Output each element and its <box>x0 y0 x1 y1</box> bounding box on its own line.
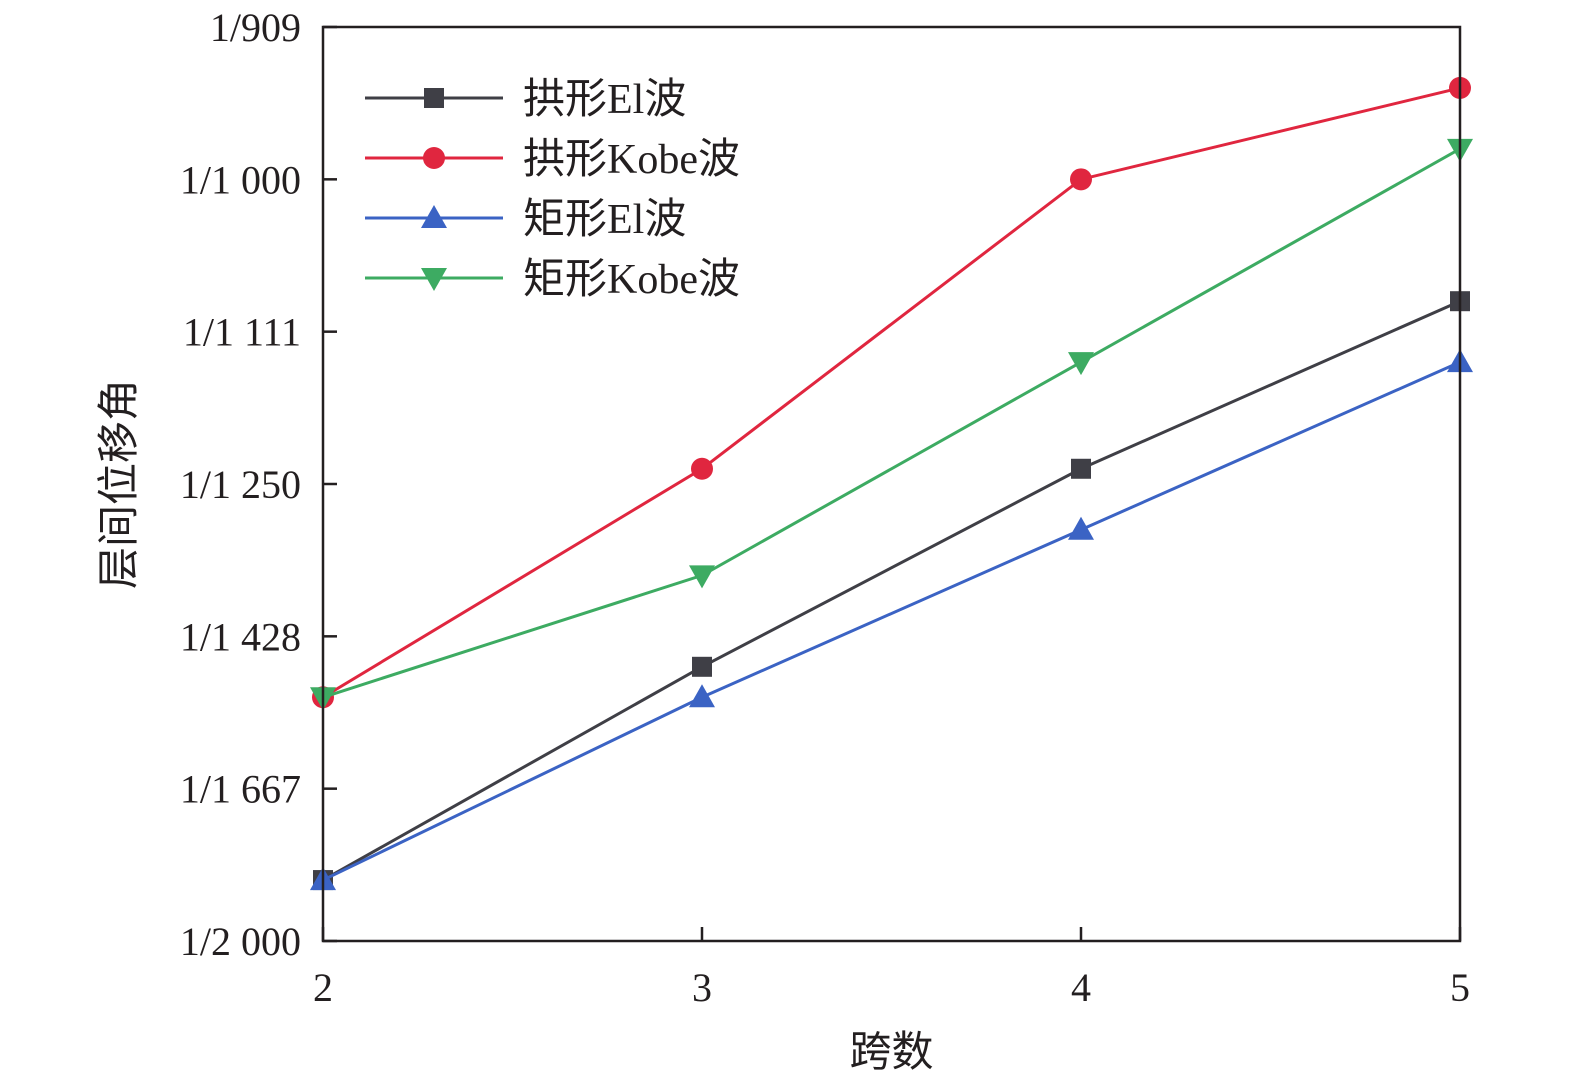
legend-label: 矩形Kobe波 <box>523 257 740 303</box>
axis-ticks: 1/909 1/1 000 1/1 111 1/1 250 1/1 428 1/1 667… <box>180 5 1470 1010</box>
x-tick-label: 4 <box>1071 965 1091 1010</box>
y-tick-label: 1/1 111 <box>183 310 301 355</box>
data-point <box>689 684 715 708</box>
x-axis-title: 跨数 <box>849 1030 933 1076</box>
x-tick-label: 3 <box>692 965 712 1010</box>
y-tick-label: 1/1 000 <box>180 157 301 202</box>
legend-marker <box>421 268 447 291</box>
series-line <box>322 299 1461 882</box>
legend-item: 拱形Kobe波 <box>365 137 740 183</box>
y-tick-label: 1/909 <box>210 5 301 50</box>
series-layer <box>310 76 1473 891</box>
series-line <box>322 147 1461 699</box>
data-point <box>1068 516 1094 540</box>
series-4 <box>310 138 1473 711</box>
legend-item: 拱形El波 <box>365 77 686 123</box>
legend-item: 矩形Kobe波 <box>365 257 740 303</box>
y-tick-label: 1/1 250 <box>180 462 301 507</box>
plot-frame <box>321 25 1462 943</box>
series-line <box>322 86 1461 699</box>
x-tick-label: 2 <box>313 965 333 1010</box>
data-point <box>689 565 715 589</box>
data-point <box>692 656 712 677</box>
x-tick-label: 5 <box>1450 965 1470 1010</box>
y-tick-label: 1/1 667 <box>180 767 301 812</box>
series-line <box>322 360 1461 882</box>
y-tick-label: 1/2 000 <box>180 919 301 964</box>
series-3 <box>310 349 1473 891</box>
data-point <box>691 457 713 480</box>
data-point <box>1070 168 1092 191</box>
legend-marker <box>421 205 447 228</box>
legend-item: 矩形El波 <box>365 197 686 243</box>
data-point <box>1068 352 1094 376</box>
data-point <box>1071 458 1091 479</box>
legend-label: 拱形El波 <box>523 77 686 123</box>
legend-marker <box>423 147 445 169</box>
y-tick-label: 1/1 428 <box>180 614 301 659</box>
legend-label: 拱形Kobe波 <box>523 137 740 183</box>
legend-marker <box>424 88 444 108</box>
legend-label: 矩形El波 <box>523 197 686 243</box>
y-axis-title: 层间位移角 <box>96 379 143 589</box>
